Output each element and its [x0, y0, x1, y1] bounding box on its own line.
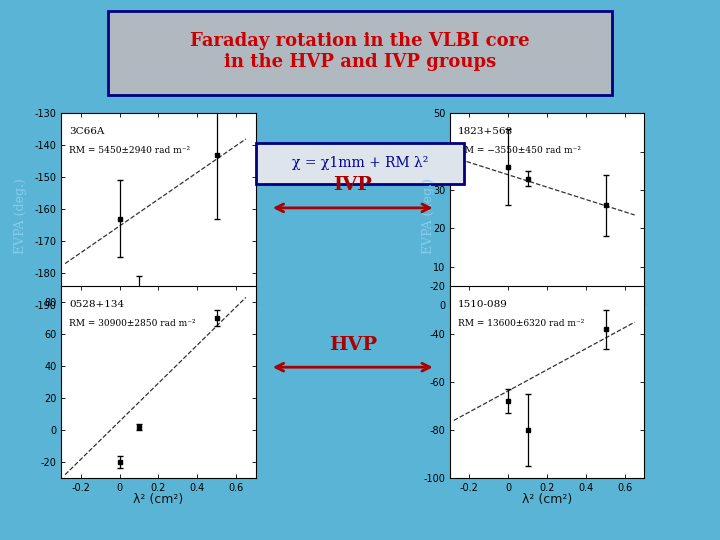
Text: 1510-089: 1510-089: [458, 300, 508, 309]
Text: 0528+134: 0528+134: [69, 300, 124, 309]
Text: RM = 13600±6320 rad m⁻²: RM = 13600±6320 rad m⁻²: [458, 319, 584, 328]
Text: EVPA (deg.): EVPA (deg.): [14, 178, 27, 254]
Text: RM = −3550±450 rad m⁻²: RM = −3550±450 rad m⁻²: [458, 146, 581, 155]
Text: λ² (cm²): λ² (cm²): [133, 493, 184, 506]
Text: EVPA (deg.): EVPA (deg.): [422, 178, 435, 254]
Text: IVP: IVP: [333, 177, 372, 194]
Text: Faraday rotation in the VLBI core
in the HVP and IVP groups: Faraday rotation in the VLBI core in the…: [190, 32, 530, 71]
Text: HVP: HVP: [329, 336, 377, 354]
Text: 1823+568: 1823+568: [458, 127, 513, 136]
Text: RM = 30900±2850 rad m⁻²: RM = 30900±2850 rad m⁻²: [69, 319, 196, 328]
Text: λ² (cm²): λ² (cm²): [522, 493, 572, 506]
Text: 3C66A: 3C66A: [69, 127, 104, 136]
Text: RM = 5450±2940 rad m⁻²: RM = 5450±2940 rad m⁻²: [69, 146, 190, 155]
Text: χ = χ1mm + RM λ²: χ = χ1mm + RM λ²: [292, 156, 428, 170]
